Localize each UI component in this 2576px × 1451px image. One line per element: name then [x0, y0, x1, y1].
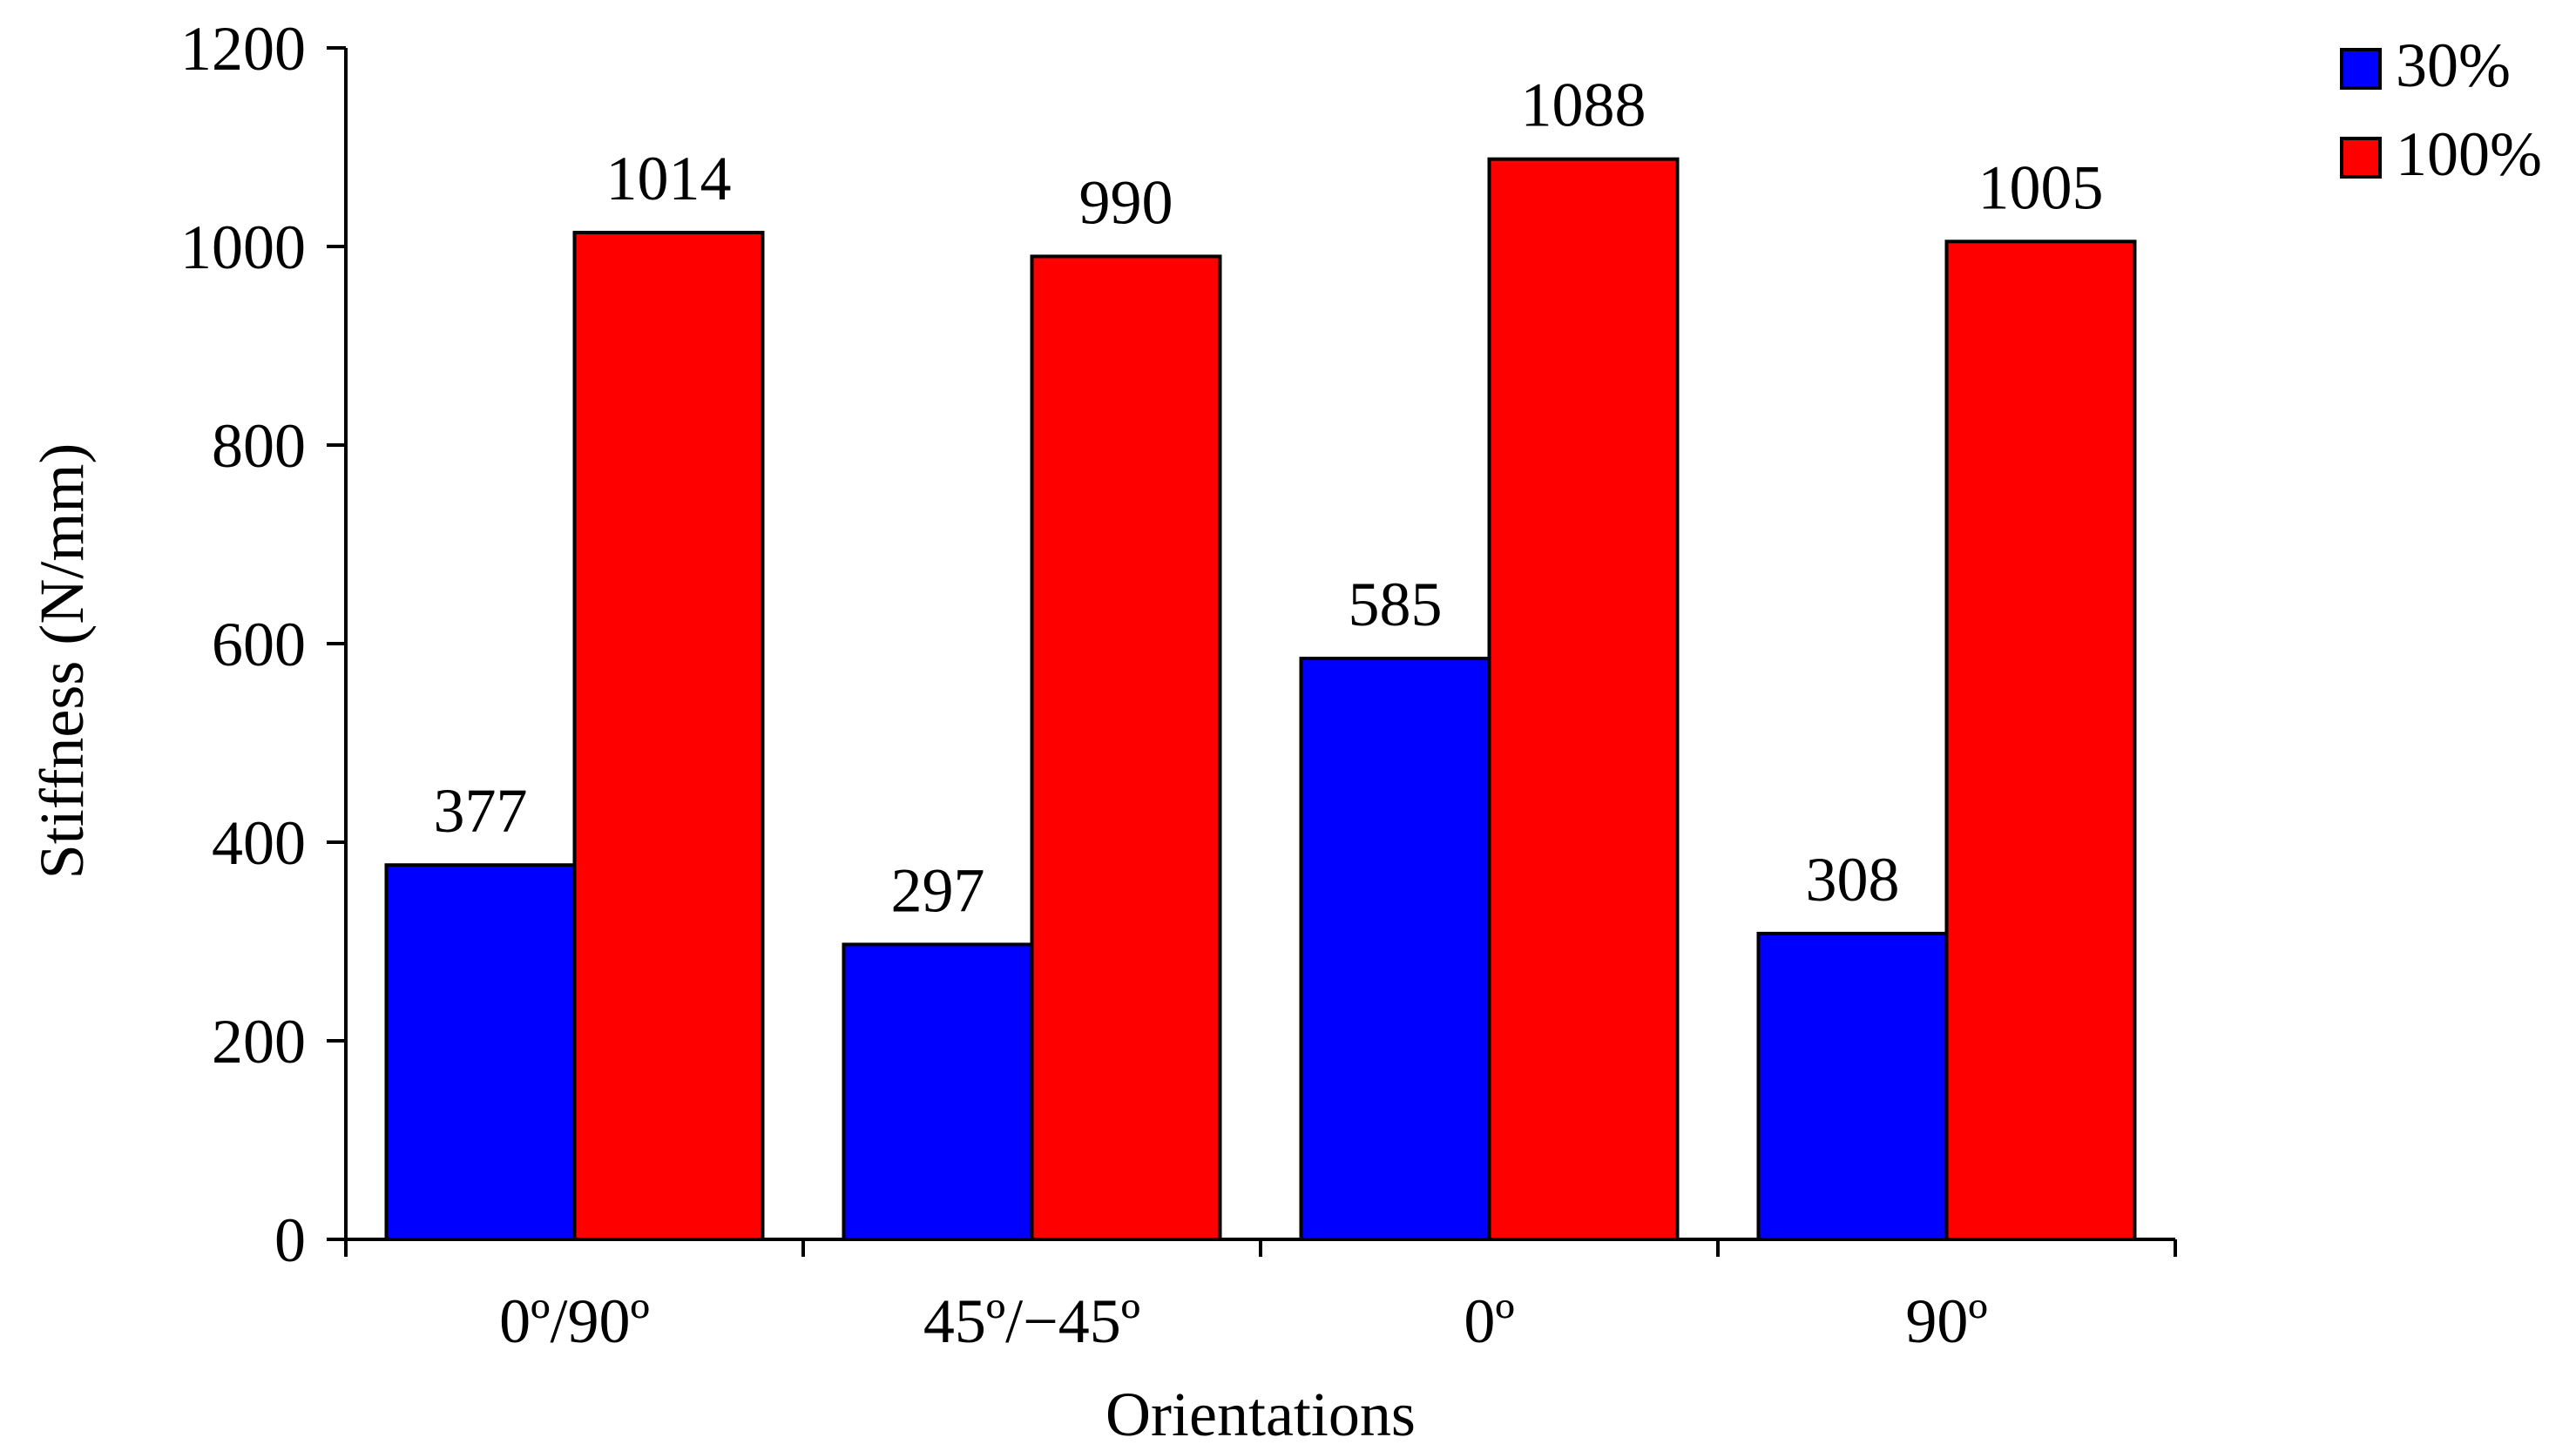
y-tick-label: 600	[212, 610, 306, 679]
data-label: 308	[1806, 845, 1900, 914]
bar-30pct-0	[384, 863, 577, 1241]
data-label: 1005	[1978, 152, 2104, 222]
bar-100pct-3	[1944, 240, 2137, 1241]
y-tick-label: 1000	[180, 213, 306, 282]
y-tick-label: 200	[212, 1007, 306, 1076]
bar-100pct-1	[1030, 254, 1222, 1241]
x-category-label: 45º/−45º	[923, 1286, 1140, 1356]
data-label: 1014	[606, 144, 732, 213]
data-label: 1088	[1521, 71, 1646, 140]
bar-100pct-0	[572, 231, 765, 1241]
bar-30pct-3	[1756, 931, 1949, 1241]
bar-30pct-1	[842, 942, 1034, 1242]
legend: 30% 100%	[2340, 30, 2542, 189]
legend-swatch	[2340, 48, 2382, 90]
data-label: 990	[1079, 167, 1173, 237]
y-axis-ticks: 0 200 400 600 800 1000 1200	[180, 14, 346, 1275]
x-category-label: 0º/90º	[499, 1286, 650, 1356]
bar-30pct-2	[1299, 657, 1491, 1241]
data-label: 377	[434, 776, 528, 846]
y-tick-label: 400	[212, 808, 306, 878]
legend-label: 100%	[2396, 119, 2542, 189]
bar-100pct-2	[1487, 157, 1680, 1241]
x-axis-title: Orientations	[1105, 1380, 1416, 1449]
legend-swatch	[2340, 137, 2382, 179]
bars-layer	[384, 157, 2137, 1242]
data-label: 585	[1349, 570, 1443, 639]
y-tick-label: 800	[212, 411, 306, 481]
legend-label: 30%	[2396, 30, 2511, 100]
data-labels-layer: 377 1014 297 990 585 1088 308 1005	[434, 71, 2104, 926]
x-category-label: 0º	[1464, 1286, 1514, 1356]
y-tick-label: 1200	[180, 14, 306, 84]
y-tick-label: 0	[274, 1205, 306, 1275]
data-label: 297	[891, 855, 985, 925]
y-axis-title: Stiffness (N/mm)	[27, 443, 97, 880]
x-axis-ticks: 0º/90º 45º/−45º 0º 90º	[344, 1239, 2177, 1356]
x-category-label: 90º	[1905, 1286, 1987, 1356]
